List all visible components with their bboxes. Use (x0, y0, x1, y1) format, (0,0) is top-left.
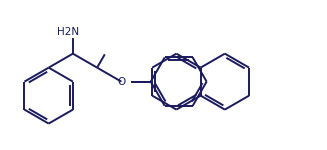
Text: H2N: H2N (58, 27, 79, 37)
Text: O: O (117, 77, 126, 87)
